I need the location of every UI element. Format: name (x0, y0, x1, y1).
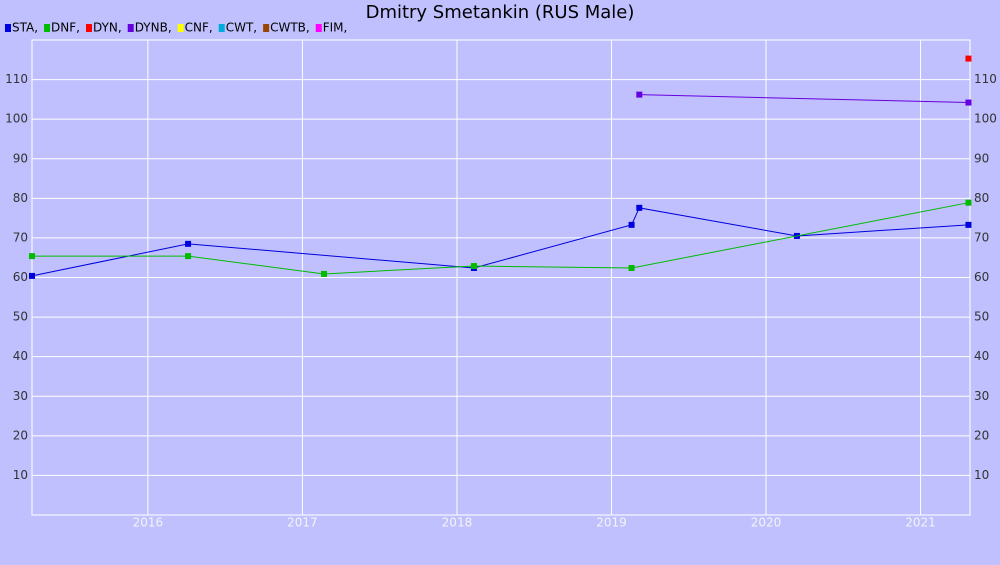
legend-label: DYN, (93, 21, 122, 35)
legend-label: STA, (12, 21, 38, 35)
x-tick-label: 2016 (133, 516, 164, 530)
y2-tick-label: 40 (974, 349, 989, 363)
legend-label: FIM, (323, 21, 348, 35)
data-point (185, 253, 192, 260)
legend-swatch (177, 24, 184, 32)
y2-tick-label: 80 (974, 191, 989, 205)
y-tick-label: 50 (13, 310, 28, 324)
data-point (636, 91, 643, 98)
y-tick-label: 10 (13, 468, 28, 482)
y-tick-label: 100 (5, 112, 28, 126)
series-line (639, 94, 969, 104)
data-point (29, 272, 35, 279)
x-tick-label: 2021 (905, 516, 936, 530)
y-tick-label: 80 (13, 191, 28, 205)
legend-swatch (127, 24, 134, 32)
legend-label: CWTB, (270, 21, 310, 35)
y2-tick-label: 10 (974, 468, 989, 482)
x-tick-label: 2018 (442, 516, 473, 530)
y-tick-label: 60 (13, 270, 28, 284)
y-tick-label: 20 (13, 428, 28, 442)
data-point (321, 270, 328, 277)
y-tick-label: 30 (13, 389, 28, 403)
data-point (965, 199, 972, 206)
series-line (32, 202, 969, 275)
y2-tick-label: 50 (974, 310, 989, 324)
y-tick-label: 110 (5, 72, 28, 86)
data-point (965, 221, 972, 228)
y2-tick-label: 110 (974, 72, 997, 86)
legend-label: CNF, (185, 21, 213, 35)
data-point (965, 99, 972, 106)
data-point (185, 240, 192, 247)
x-tick-label: 2017 (287, 516, 318, 530)
legend-label: CWT, (226, 21, 257, 35)
data-point (628, 221, 635, 228)
y-tick-label: 90 (13, 151, 28, 165)
legend-swatch (85, 24, 92, 32)
chart-title: Dmitry Smetankin (RUS Male) (366, 2, 635, 23)
data-point (965, 55, 972, 62)
y-tick-label: 40 (13, 349, 28, 363)
legend-label: DNF, (51, 21, 80, 35)
y2-tick-label: 30 (974, 389, 989, 403)
x-tick-label: 2020 (751, 516, 782, 530)
data-point (470, 263, 477, 270)
y2-tick-label: 60 (974, 270, 989, 284)
legend-label: DYNB, (135, 21, 172, 35)
data-point (636, 204, 643, 211)
y2-tick-label: 20 (974, 428, 989, 442)
legend-swatch (44, 24, 51, 32)
legend-swatch (5, 24, 11, 32)
y2-tick-label: 100 (974, 112, 997, 126)
legend-swatch (218, 24, 225, 32)
y-tick-label: 70 (13, 230, 28, 244)
legend-swatch (263, 24, 270, 32)
data-point (628, 265, 635, 271)
y2-tick-label: 90 (974, 151, 989, 165)
data-point (29, 253, 35, 260)
y2-tick-label: 70 (974, 230, 989, 244)
x-tick-label: 2019 (596, 516, 627, 530)
legend-swatch (315, 24, 322, 32)
